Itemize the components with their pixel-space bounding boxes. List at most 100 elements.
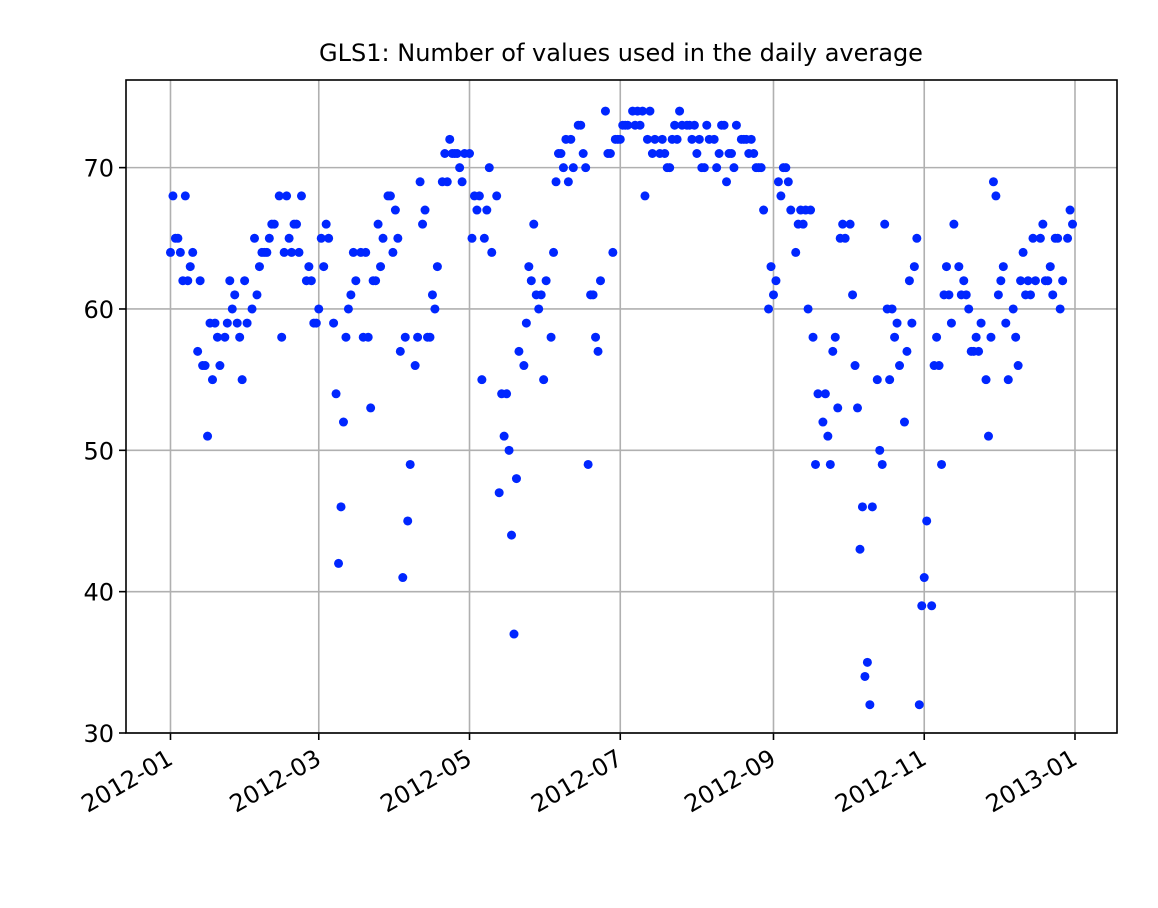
point [477,375,487,385]
point [1023,276,1033,286]
point [175,247,185,257]
point [887,304,897,314]
point [838,219,848,229]
point [768,290,778,300]
point [806,205,816,215]
point [524,262,534,272]
chart-title: GLS1: Number of values used in the daily… [319,39,923,67]
point [465,148,475,158]
point [875,445,885,455]
point [907,318,917,328]
point [195,276,205,286]
point [581,163,591,173]
y-tick-label: 50 [83,437,114,465]
point [536,290,546,300]
point [640,191,650,201]
point [551,177,561,187]
point [702,120,712,130]
point [791,247,801,257]
point [319,262,329,272]
point [403,516,413,526]
point [892,318,902,328]
point [346,290,356,300]
point [857,502,867,512]
point [341,332,351,342]
point [534,304,544,314]
point [487,247,497,257]
point [203,431,213,441]
point [946,318,956,328]
point [803,304,813,314]
point [306,276,316,286]
point [546,332,556,342]
y-tick-label: 60 [83,296,114,324]
point [220,332,230,342]
point [188,247,198,257]
point [568,163,578,173]
point [840,233,850,243]
point [279,247,289,257]
point [922,516,932,526]
point [494,488,504,498]
point [445,134,455,144]
point [168,191,178,201]
point [1008,304,1018,314]
point [660,148,670,158]
point [657,134,667,144]
point [672,134,682,144]
point [420,205,430,215]
point [418,219,428,229]
point [917,601,927,611]
point [314,304,324,314]
point [452,148,462,158]
point [937,459,947,469]
point [1043,276,1053,286]
point [981,375,991,385]
point [566,134,576,144]
point [338,417,348,427]
point [642,134,652,144]
point [974,346,984,356]
point [373,219,383,229]
point [714,148,724,158]
point [783,177,793,187]
point [1026,290,1036,300]
point [232,318,242,328]
point [853,403,863,413]
point [504,445,514,455]
point [1065,205,1075,215]
point [1011,332,1021,342]
point [235,332,245,342]
point [242,318,252,328]
point [810,459,820,469]
point [909,262,919,272]
point [457,177,467,187]
point [410,361,420,371]
point [867,502,877,512]
point [274,191,284,201]
point [904,276,914,286]
point [371,276,381,286]
point [378,233,388,243]
point [880,219,890,229]
point [976,318,986,328]
point [321,219,331,229]
point [675,106,685,116]
point [331,389,341,399]
point [165,247,175,257]
point [919,573,929,583]
point [526,276,536,286]
point [781,163,791,173]
point [993,290,1003,300]
point [1068,219,1078,229]
point [927,601,937,611]
point [885,375,895,385]
point [591,332,601,342]
point [361,247,371,257]
point [954,262,964,272]
y-tick-label: 30 [83,720,114,748]
point [388,247,398,257]
point [541,276,551,286]
point [1018,247,1028,257]
point [877,459,887,469]
